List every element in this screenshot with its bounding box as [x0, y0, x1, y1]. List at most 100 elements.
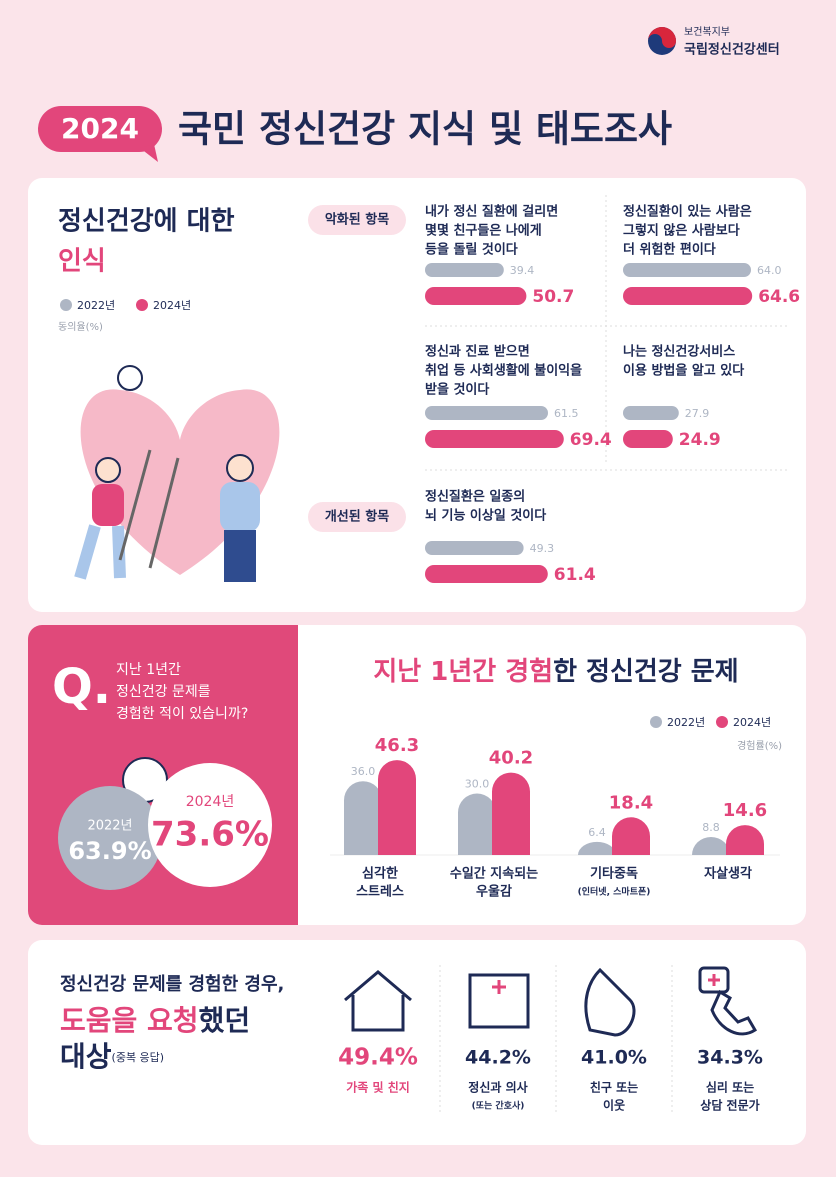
- q-mark: Q.: [52, 659, 111, 715]
- bubble-2022: [58, 786, 162, 890]
- bar-label: 27.9: [685, 407, 710, 420]
- item-text: 정신과 진료 받으면: [425, 344, 530, 360]
- category-label: 심각한: [362, 866, 398, 882]
- person: [117, 365, 143, 391]
- item-text: 정신질환이 있는 사람은: [623, 204, 752, 220]
- bar: [425, 430, 564, 448]
- title-part: 대상: [60, 1040, 112, 1073]
- bar: [492, 772, 530, 855]
- item-text: 더 위험한 편이다: [623, 242, 716, 258]
- bubble-2024: [148, 763, 272, 887]
- help-label: 심리 또는: [706, 1080, 754, 1095]
- help-value: 41.0%: [581, 1047, 647, 1069]
- label-pill: [308, 502, 406, 532]
- year: 2024년: [186, 794, 235, 810]
- bar-label: 18.4: [609, 792, 653, 813]
- bar-label: 40.2: [489, 748, 533, 769]
- bar-label: 39.4: [510, 264, 535, 277]
- bar-label: 61.4: [554, 565, 596, 585]
- section-title: 정신건강에 대한: [58, 207, 235, 237]
- bar-label: 64.6: [758, 287, 800, 307]
- item-text: 그렇지 않은 사람보다: [623, 223, 740, 239]
- bar: [623, 430, 673, 448]
- bar: [425, 541, 524, 555]
- help-label: 이웃: [603, 1098, 625, 1113]
- help-label: 가족 및 친지: [346, 1080, 410, 1095]
- category-label: 기타중독: [590, 866, 638, 882]
- section-title: 정신건강 문제를 경험한 경우,: [60, 973, 284, 995]
- legend-label: 2024년: [733, 716, 771, 729]
- note: (중복 응답): [112, 1051, 165, 1064]
- bar-label: 46.3: [375, 735, 419, 756]
- item-text: 몇몇 친구들은 나에게: [425, 223, 542, 239]
- icon-house: [344, 970, 412, 1032]
- person: [74, 524, 126, 580]
- year-pill: [38, 106, 162, 152]
- bar: [458, 793, 496, 855]
- legend-dot: [650, 716, 662, 728]
- year: 2024: [61, 112, 139, 145]
- section-title: 도움을 요청했던: [60, 1004, 250, 1037]
- category-label: 자살생각: [704, 866, 752, 882]
- help-label: 정신과 의사: [468, 1080, 527, 1095]
- question: 정신건강 문제를: [116, 684, 211, 700]
- item-text: 정신질환은 일종의: [425, 489, 525, 505]
- person: [95, 457, 121, 483]
- help-label: 친구 또는: [590, 1080, 638, 1095]
- item-text: 등을 돌릴 것이다: [425, 242, 518, 258]
- ladder: [118, 449, 180, 569]
- title-part: 한 정신건강 문제: [553, 657, 739, 687]
- icon-hospital-cross: [492, 980, 506, 994]
- item-text: 뇌 기능 이상일 것이다: [425, 508, 546, 524]
- label-pill: [308, 205, 406, 235]
- bar-label: 6.4: [588, 826, 606, 839]
- icon-hands: [584, 967, 636, 1037]
- section-title: 지난 1년간 경험한 정신건강 문제: [373, 657, 738, 687]
- bar-label: 36.0: [351, 765, 376, 778]
- help-value: 34.3%: [697, 1047, 763, 1069]
- bar: [612, 817, 650, 855]
- bar: [425, 287, 527, 305]
- icon-phone: [710, 989, 758, 1036]
- icon-hospital: [468, 973, 530, 1029]
- item-text: 이용 방법을 알고 있다: [623, 363, 744, 379]
- bar: [623, 406, 679, 420]
- year: 2022년: [87, 819, 132, 834]
- bar-label: 61.5: [554, 407, 579, 420]
- icon-phone-cross: [708, 974, 720, 986]
- category-label: 스트레스: [356, 885, 404, 900]
- title-part: 지난 1년간: [373, 657, 505, 687]
- bar-label: 49.3: [530, 542, 555, 555]
- person: [224, 530, 256, 582]
- bar: [623, 263, 751, 277]
- bar: [726, 825, 764, 855]
- unit: 경험률(%): [737, 739, 782, 752]
- question: 경험한 적이 있습니까?: [116, 706, 248, 722]
- emblem-red: [648, 27, 676, 48]
- bar: [623, 287, 753, 305]
- legend-dot: [136, 299, 148, 311]
- bar-label: 14.6: [723, 800, 767, 821]
- help-label: (또는 간호사): [472, 1100, 525, 1112]
- bar: [425, 565, 548, 583]
- legend-dot: [716, 716, 728, 728]
- person: [92, 484, 124, 526]
- bar-label: 8.8: [702, 821, 720, 834]
- pill-tail: [140, 144, 158, 162]
- bar: [425, 263, 504, 277]
- help-value: 44.2%: [465, 1047, 531, 1069]
- unit: 동의율(%): [58, 321, 103, 333]
- improved-label: 개선된 항목: [325, 509, 389, 525]
- legend-dot: [60, 299, 72, 311]
- legend-label: 2022년: [667, 716, 705, 729]
- icon-phone: [698, 966, 730, 994]
- title: 국민 정신건강 지식 및 태도조사: [178, 108, 672, 151]
- title-part: 경험: [505, 657, 553, 687]
- bar-label: 64.0: [757, 264, 782, 277]
- bar-label: 24.9: [679, 430, 721, 450]
- org-line: 국립정신건강센터: [684, 42, 780, 58]
- bar-label: 69.4: [570, 430, 612, 450]
- person: [226, 454, 254, 482]
- category-label: 수일간 지속되는: [450, 866, 538, 882]
